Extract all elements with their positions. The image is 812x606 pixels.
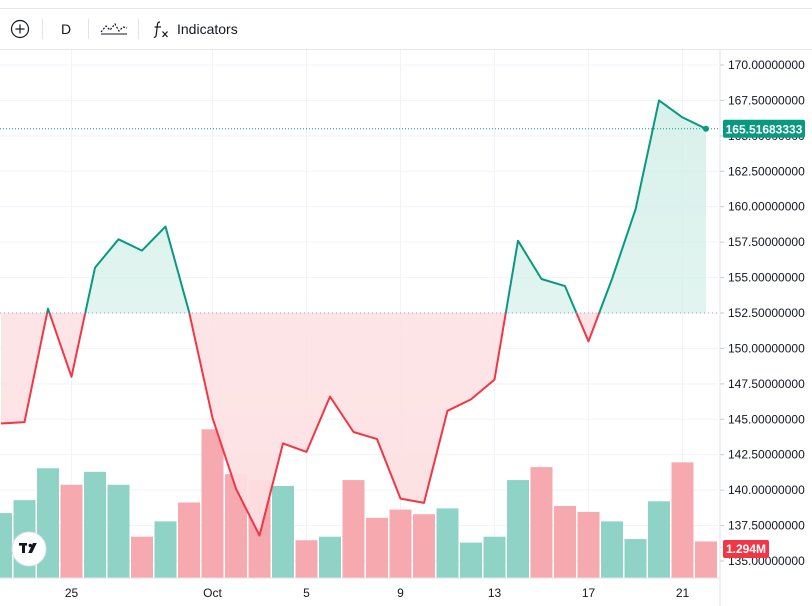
fx-icon bbox=[153, 21, 168, 38]
last-price-badge bbox=[723, 119, 805, 138]
volume-bar bbox=[483, 536, 506, 578]
volume-bar bbox=[648, 501, 670, 578]
chart-style-button[interactable] bbox=[100, 9, 128, 49]
price-line-below bbox=[0, 313, 601, 537]
volume-bar bbox=[624, 539, 647, 578]
volume-bar bbox=[295, 540, 318, 578]
volume-bar bbox=[460, 542, 482, 578]
volume-bars bbox=[0, 429, 717, 578]
time-tick-label: 21 bbox=[676, 586, 690, 600]
volume-bar bbox=[436, 508, 459, 578]
price-tick-label: 160.00000000 bbox=[728, 200, 805, 214]
baseline-area bbox=[0, 99, 707, 537]
price-tick-label: 155.00000000 bbox=[728, 271, 805, 285]
volume-bar bbox=[413, 514, 435, 578]
last-volume-label: 1.294M bbox=[726, 542, 766, 556]
volume-bar bbox=[671, 462, 694, 578]
add-symbol-button[interactable] bbox=[10, 9, 30, 49]
volume-bar bbox=[695, 541, 717, 578]
price-tick-label: 150.00000000 bbox=[728, 341, 805, 355]
toolbar-divider bbox=[88, 19, 89, 39]
tradingview-logo[interactable] bbox=[11, 531, 47, 567]
price-tick-label: 145.00000000 bbox=[728, 412, 805, 426]
volume-bar bbox=[84, 471, 106, 578]
area-fill-below bbox=[1, 313, 706, 536]
price-axis[interactable]: 170.00000000167.50000000165.00000000162.… bbox=[719, 50, 805, 606]
time-tick-label: 13 bbox=[488, 586, 502, 600]
interval-button[interactable]: D bbox=[61, 9, 71, 49]
volume-bar bbox=[507, 480, 529, 578]
volume-bar bbox=[554, 506, 576, 578]
toolbar-divider bbox=[42, 19, 43, 39]
volume-bar bbox=[154, 521, 177, 578]
plus-circle-icon bbox=[10, 19, 30, 39]
volume-bar bbox=[272, 485, 294, 578]
time-tick-label: 25 bbox=[65, 586, 79, 600]
volume-bar bbox=[366, 517, 388, 578]
last-value-markers: 165.51683333 1.294M bbox=[0, 119, 805, 558]
volume-bar bbox=[201, 429, 224, 578]
indicators-label: Indicators bbox=[177, 21, 238, 37]
price-tick-label: 170.00000000 bbox=[728, 58, 805, 72]
price-tick-label: 147.50000000 bbox=[728, 377, 805, 391]
price-tick-label: 152.50000000 bbox=[728, 306, 805, 320]
price-tick-label: 167.50000000 bbox=[728, 93, 805, 107]
price-tick-label: 157.50000000 bbox=[728, 235, 805, 249]
price-tick-label: 142.50000000 bbox=[728, 448, 805, 462]
volume-bar bbox=[131, 536, 153, 578]
toolbar-divider bbox=[138, 19, 139, 39]
volume-bar bbox=[530, 467, 553, 578]
volume-bar bbox=[577, 511, 600, 578]
price-tick-label: 137.50000000 bbox=[728, 519, 805, 533]
time-tick-label: Oct bbox=[203, 586, 222, 600]
price-line-above bbox=[46, 99, 707, 313]
time-tick-label: 5 bbox=[303, 586, 310, 600]
last-price-label: 165.51683333 bbox=[726, 122, 803, 136]
price-tick-label: 140.00000000 bbox=[728, 483, 805, 497]
time-axis[interactable]: 25 Oct 5 9 13 17 21 bbox=[0, 577, 720, 600]
volume-bar bbox=[178, 502, 200, 578]
price-chart[interactable]: 170.00000000167.50000000165.00000000162.… bbox=[0, 50, 812, 606]
last-volume-badge bbox=[723, 540, 769, 558]
volume-bar bbox=[342, 480, 365, 578]
last-price-dot bbox=[703, 125, 709, 132]
indicators-button[interactable]: Indicators bbox=[151, 9, 238, 49]
volume-bar bbox=[0, 513, 12, 578]
volume-bar bbox=[60, 484, 83, 578]
volume-bar bbox=[601, 521, 623, 578]
time-tick-label: 9 bbox=[397, 586, 404, 600]
volume-bar bbox=[107, 484, 130, 578]
interval-label: D bbox=[61, 21, 72, 37]
volume-bar bbox=[319, 536, 341, 578]
chart-toolbar: D Indicators bbox=[0, 8, 812, 50]
time-tick-label: 17 bbox=[582, 586, 596, 600]
volume-bar bbox=[389, 509, 412, 578]
price-tick-label: 162.50000000 bbox=[728, 164, 805, 178]
chart-style-icon bbox=[100, 22, 128, 35]
